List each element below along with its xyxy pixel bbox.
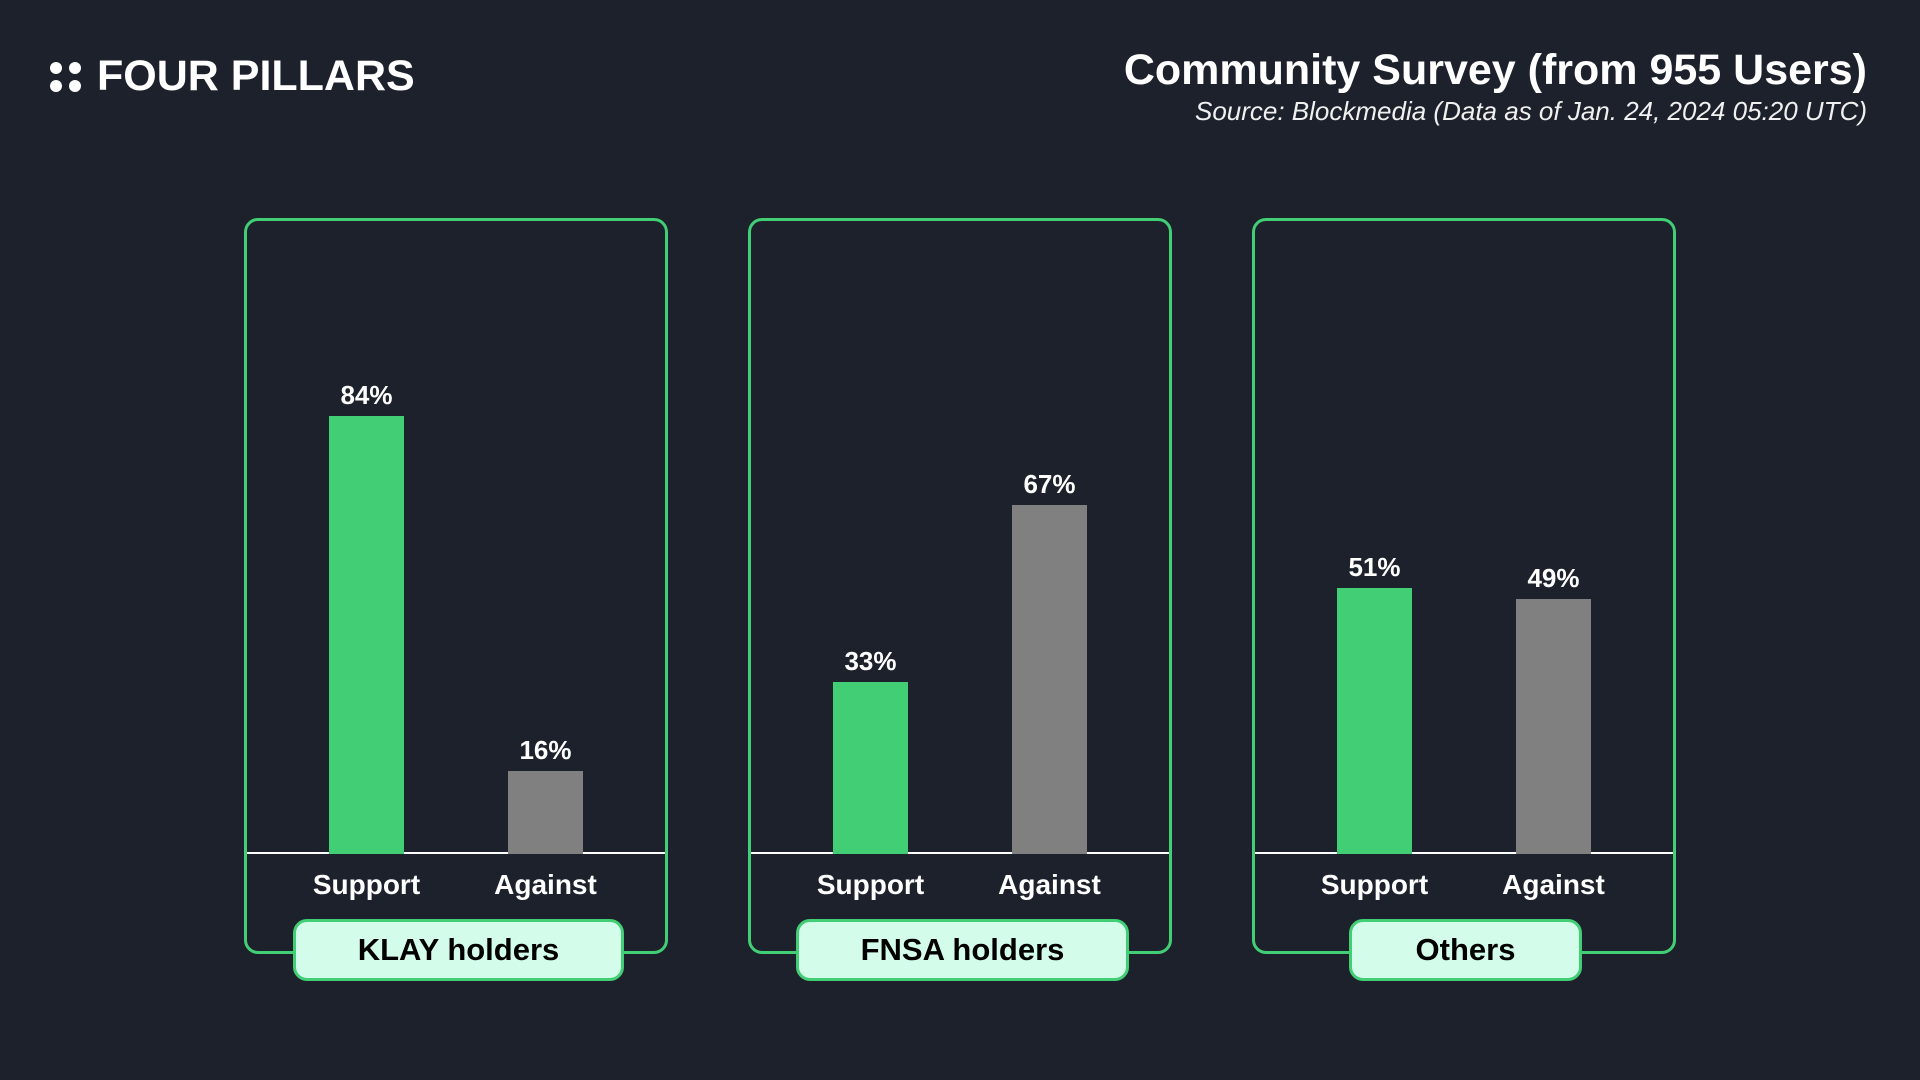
x-axis-line [1255,852,1673,854]
group-label-badge: FNSA holders [796,919,1129,981]
bar-against [508,770,583,854]
data-label-support: 33% [844,646,897,677]
x-axis-line [247,852,665,854]
x-tick-label-against: Against [998,869,1101,900]
brand-name: FOUR PILLARS [97,52,415,100]
data-label-against: 16% [519,734,572,765]
group-label-badge: Others [1349,919,1582,981]
data-label-support: 84% [340,380,393,411]
chart-title: Community Survey (from 955 Users) [1123,46,1867,94]
data-label-against: 67% [1023,468,1076,499]
x-tick-label-support: Support [1320,869,1429,900]
chart-panel-fnsa-holders: 33% Support 67% Against [748,218,1172,954]
bar-support [329,416,404,854]
brand-logo: FOUR PILLARS [50,52,415,101]
group-label-badge: KLAY holders [293,919,624,981]
bar-support [1337,588,1412,854]
data-label-support: 51% [1348,552,1401,583]
chart-panel-others: 51% Support 49% Against [1252,218,1676,954]
bar-against [1516,598,1591,854]
four-dots-icon [50,61,81,92]
x-tick-label-against: Against [494,869,597,900]
chart-source: Source: Blockmedia (Data as of Jan. 24, … [1194,96,1867,126]
x-axis-line [751,852,1169,854]
x-tick-label-support: Support [312,869,421,900]
x-tick-label-against: Against [1502,869,1605,900]
x-tick-label-support: Support [816,869,925,900]
bar-support [833,682,908,854]
data-label-against: 49% [1527,562,1580,593]
bar-against [1012,504,1087,854]
chart-panel-klay-holders: 84% Support 16% Against [244,218,668,954]
